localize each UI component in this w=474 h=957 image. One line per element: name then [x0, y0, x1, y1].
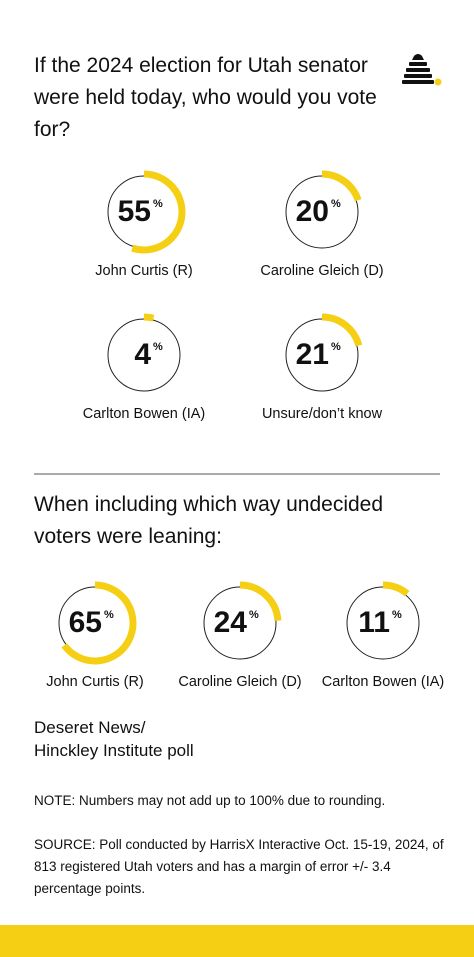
unit-label: %	[392, 609, 402, 621]
unit-label: %	[104, 609, 114, 621]
source: SOURCE: Poll conducted by HarrisX Intera…	[34, 837, 444, 896]
chart-title: If the 2024 election for Utah senator we…	[34, 54, 377, 141]
category-label: Carlton Bowen (IA)	[83, 406, 206, 422]
value-label: 21	[296, 338, 329, 371]
category-label: Carlton Bowen (IA)	[322, 674, 445, 690]
category-label: John Curtis (R)	[46, 674, 144, 690]
chart-title: When including which way undecided voter…	[34, 493, 384, 548]
credit: Deseret News/ Hinckley Institute poll	[34, 716, 194, 762]
footer-bar	[0, 925, 474, 957]
unit-label: %	[331, 198, 341, 210]
donut-arc	[321, 313, 363, 347]
category-label: Caroline Gleich (D)	[178, 674, 301, 690]
donut-arc	[143, 313, 155, 322]
donut-arc	[382, 581, 410, 597]
category-label: Caroline Gleich (D)	[260, 263, 383, 279]
unit-label: %	[153, 198, 163, 210]
logo	[402, 54, 442, 86]
unit-label: %	[249, 609, 259, 621]
donut-arc	[239, 581, 282, 621]
note: NOTE: Numbers may not add up to 100% due…	[34, 793, 386, 808]
unit-label: %	[153, 341, 163, 353]
value-label: 11	[358, 606, 390, 639]
value-label: 55	[118, 195, 151, 228]
value-label: 65	[69, 606, 102, 639]
value-label: 24	[214, 606, 248, 639]
credit-line: Hinckley Institute poll	[34, 741, 194, 760]
value-label: 4	[134, 338, 151, 371]
category-label: John Curtis (R)	[95, 263, 193, 279]
donut-arc	[61, 581, 137, 665]
value-label: 20	[296, 195, 329, 228]
donut-arc	[131, 170, 186, 254]
credit-line: Deseret News/	[34, 718, 146, 737]
donut-arc	[321, 170, 362, 202]
category-label: Unsure/don’t know	[262, 406, 383, 422]
unit-label: %	[331, 341, 341, 353]
